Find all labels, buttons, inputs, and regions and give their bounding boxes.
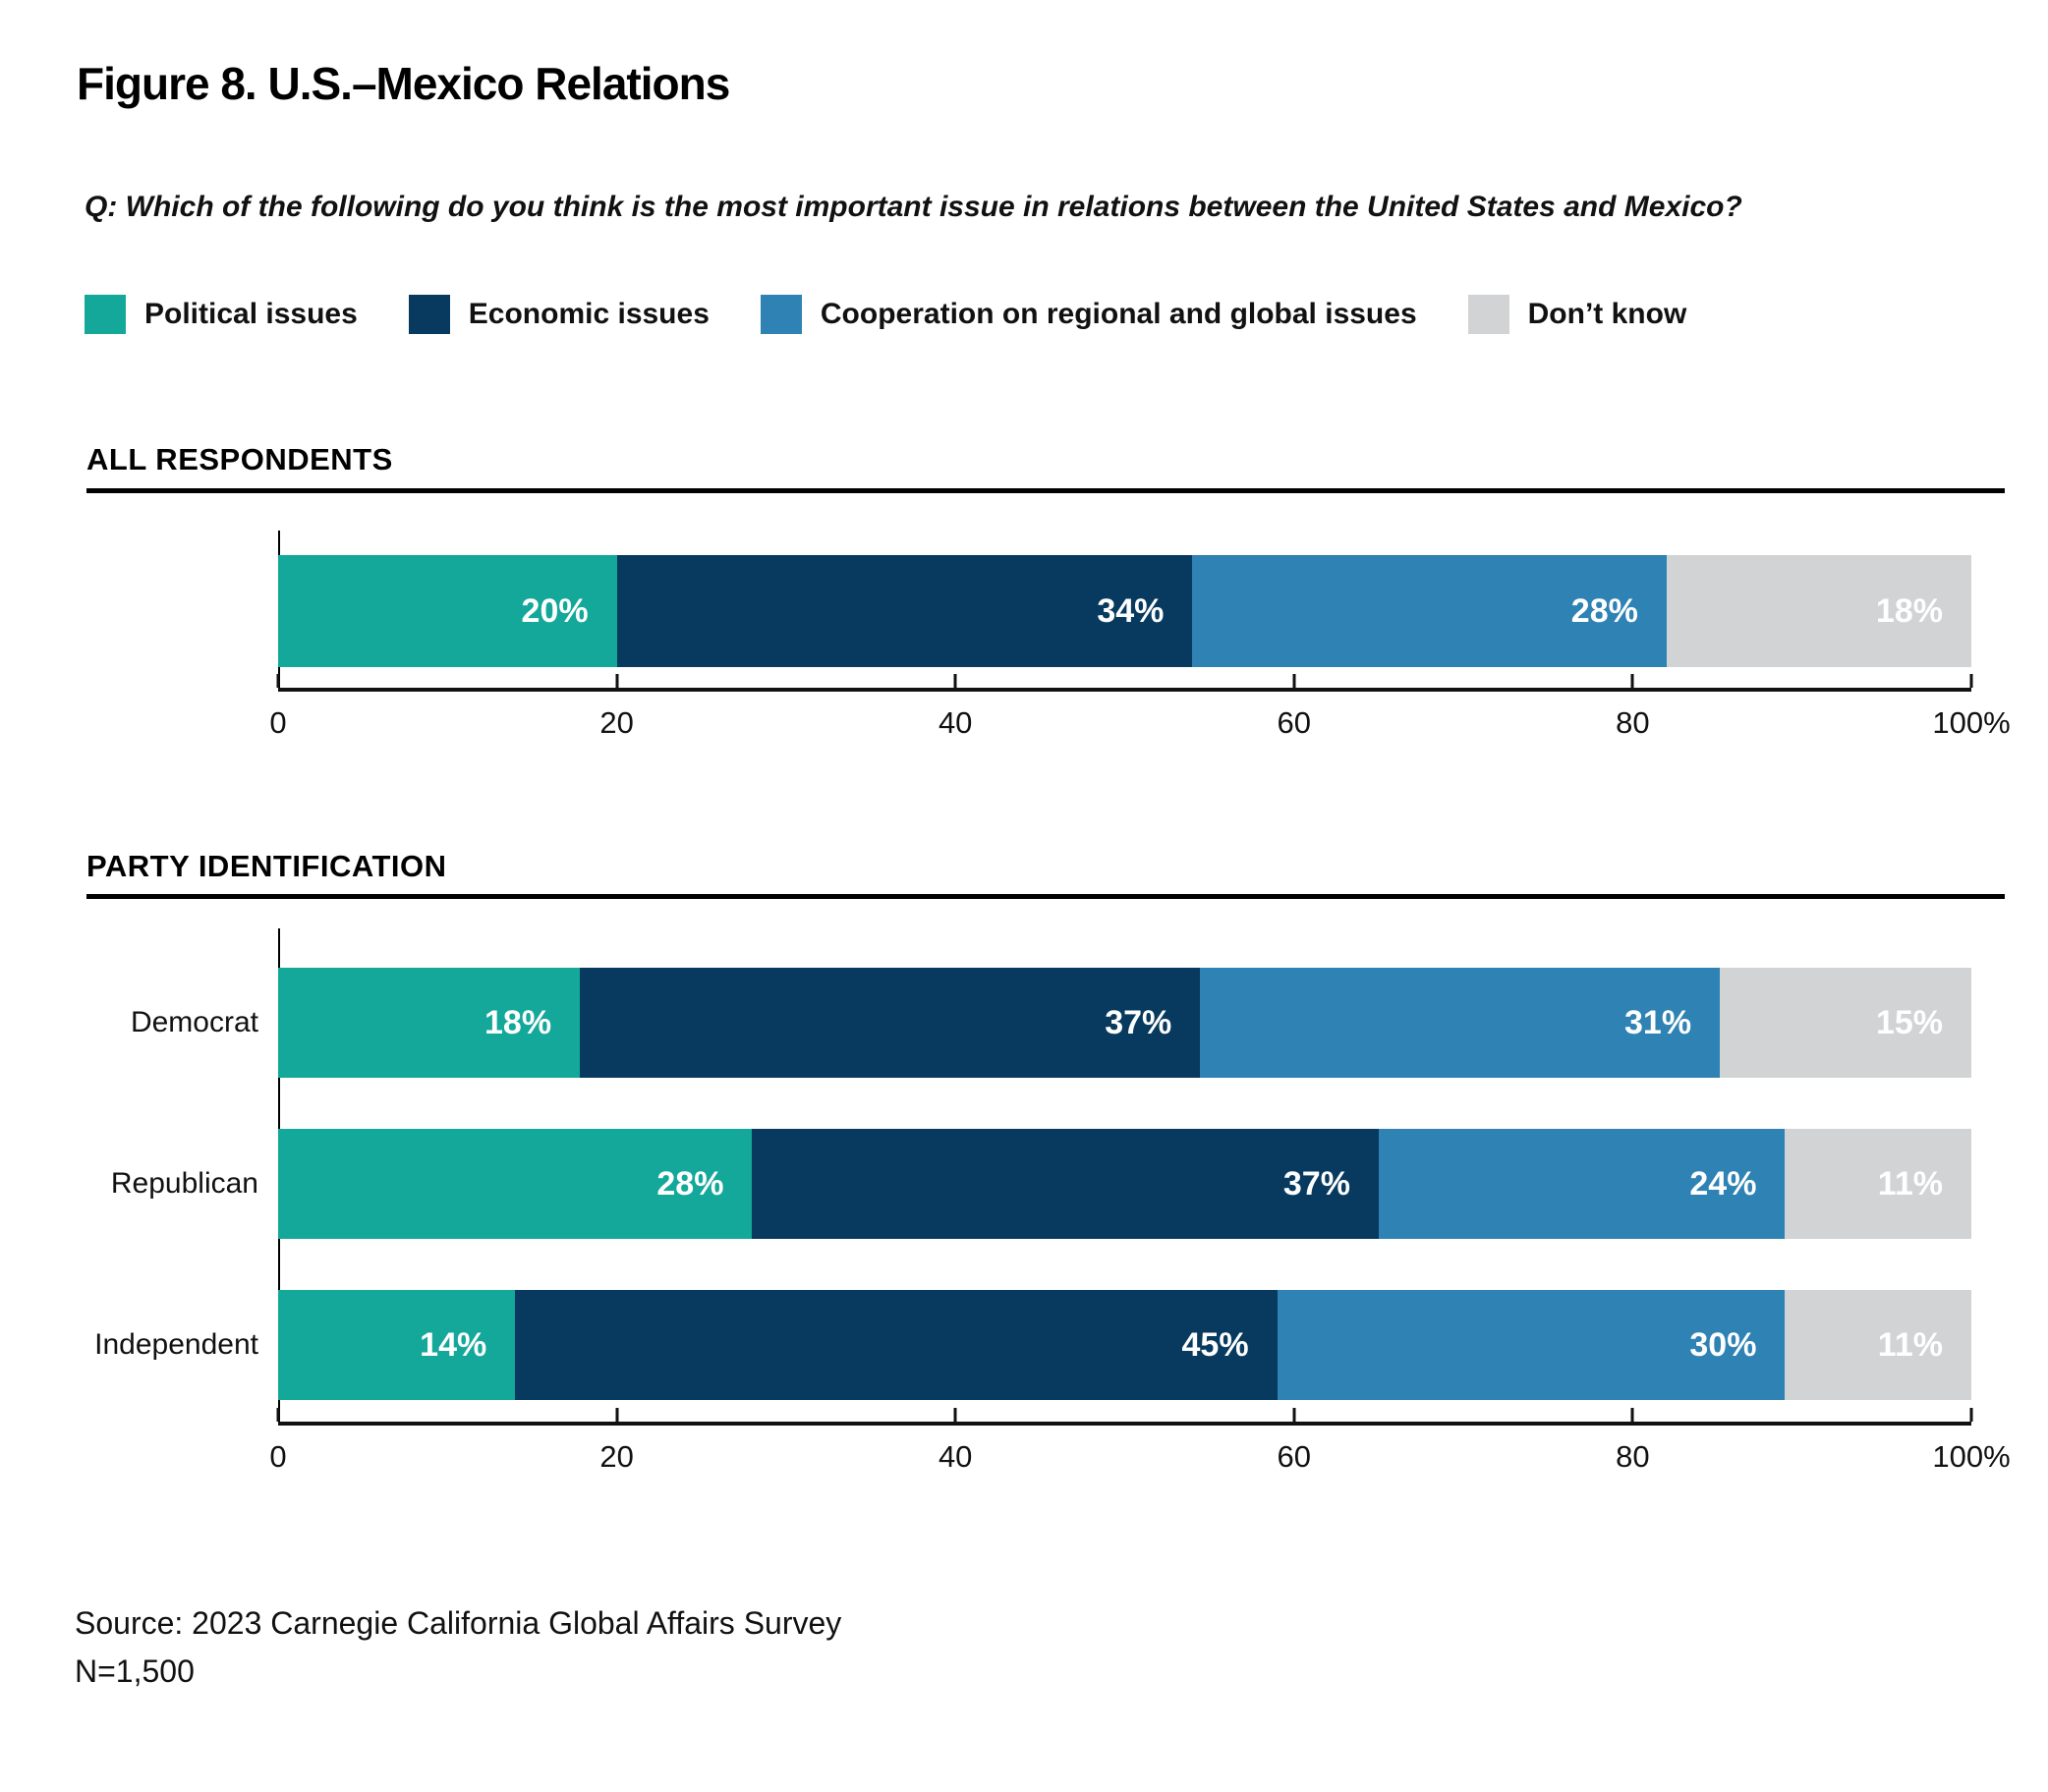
axis-tick-label: 40 (938, 1439, 973, 1474)
plot-area: 20% 34% 28% 18% 0 20 40 60 80 100% (269, 511, 2011, 766)
bar-value-label: 24% (1689, 1164, 1757, 1203)
bar-row: Democrat 18% 37% 31% 15% (131, 968, 1971, 1078)
legend-item: Political issues (85, 295, 358, 334)
axis-tick-label: 80 (1616, 705, 1650, 740)
bar-segment: 37% (752, 1129, 1379, 1239)
legend-swatch-icon (1467, 295, 1509, 334)
axis-tick-label: 100% (1932, 1439, 2011, 1474)
bar-value-label: 18% (1875, 591, 1943, 630)
axis-tick-mark (1630, 1408, 1634, 1422)
bar-value-label: 28% (1570, 591, 1638, 630)
plot-area: Democrat 18% 37% 31% 15% Republican 28% 37% 24% 1… (94, 914, 2011, 1513)
bar-segment: 37% (580, 968, 1201, 1078)
bar-segment: 11% (1785, 1290, 1971, 1400)
bar-value-label: 11% (1877, 1325, 1943, 1364)
sample-size-text: N=1,500 (75, 1653, 195, 1689)
axis-tick-label: 20 (599, 1439, 634, 1474)
bar-segment: 34% (616, 555, 1193, 667)
axis-tick-mark (953, 674, 957, 688)
bar-value-label: 45% (1181, 1325, 1249, 1364)
section-header: PARTY IDENTIFICATION (86, 849, 447, 883)
bar-value-label: 15% (1875, 1003, 1943, 1041)
bar-row: 20% 34% 28% 18% (278, 555, 1971, 667)
legend-item: Economic issues (408, 295, 710, 334)
axis-tick-mark (953, 1408, 957, 1422)
bar-value-label: 11% (1877, 1164, 1943, 1203)
bar-segment: 14% (278, 1290, 516, 1400)
axis-tick-label: 0 (269, 705, 287, 740)
legend-item: Don’t know (1467, 295, 1687, 334)
axis-tick-mark (1969, 1408, 1973, 1422)
axis-tick-mark (615, 674, 619, 688)
category-label: Independent (94, 1328, 258, 1361)
bar-segment: 18% (1666, 555, 1971, 667)
category-label: Democrat (130, 1006, 258, 1038)
survey-question: Q: Which of the following do you think i… (85, 191, 1742, 223)
axis-tick-mark (1969, 674, 1973, 688)
axis-tick-label: 80 (1616, 1439, 1650, 1474)
bar-segment: 11% (1785, 1129, 1971, 1239)
section-header: ALL RESPONDENTS (86, 442, 393, 476)
category-label: Republican (110, 1167, 258, 1200)
section-rule (86, 488, 2005, 493)
axis-tick-label: 20 (599, 705, 634, 740)
bar-value-label: 28% (656, 1164, 724, 1203)
bar-segment: 28% (1192, 555, 1667, 667)
bar-value-label: 14% (420, 1325, 487, 1364)
bar-value-label: 34% (1097, 591, 1165, 630)
bar-value-label: 31% (1624, 1003, 1692, 1041)
bar-value-label: 30% (1689, 1325, 1757, 1364)
axis-tick-mark (1292, 1408, 1296, 1422)
legend-label: Political issues (144, 298, 358, 330)
legend-item: Cooperation on regional and global issue… (760, 295, 1417, 334)
bar-segment: 15% (1720, 968, 1971, 1078)
x-axis-line (278, 688, 1971, 692)
axis-tick-label: 60 (1277, 705, 1312, 740)
axis-tick-label: 100% (1932, 705, 2011, 740)
bar-segment: 20% (278, 555, 617, 667)
section-rule (86, 894, 2005, 899)
axis-tick-label: 40 (938, 705, 973, 740)
axis-tick-mark (1292, 674, 1296, 688)
bar-segment: 18% (278, 968, 581, 1078)
axis-tick-mark (276, 1408, 280, 1422)
legend-label: Don’t know (1527, 298, 1687, 330)
bar-value-label: 37% (1282, 1164, 1350, 1203)
bar-segment: 31% (1200, 968, 1721, 1078)
legend-swatch-icon (85, 295, 126, 334)
source-block: Source: 2023 Carnegie California Global … (75, 1599, 841, 1696)
axis-tick-mark (276, 674, 280, 688)
axis-tick-label: 60 (1277, 1439, 1312, 1474)
x-axis-line (278, 1422, 1971, 1426)
bar-row: Independent 14% 45% 30% 11% (94, 1290, 1971, 1400)
figure-title: Figure 8. U.S.–Mexico Relations (77, 58, 730, 109)
bar-segment: 24% (1378, 1129, 1786, 1239)
bar-segment: 28% (278, 1129, 753, 1239)
legend-label: Economic issues (468, 298, 710, 330)
bar-row: Republican 28% 37% 24% 11% (111, 1129, 1971, 1239)
bar-value-label: 18% (484, 1003, 552, 1041)
legend-swatch-icon (408, 295, 450, 334)
axis-tick-mark (1630, 674, 1634, 688)
bar-segment: 30% (1277, 1290, 1786, 1400)
axis-tick-mark (615, 1408, 619, 1422)
legend: Political issues Economic issues Cooperati… (85, 295, 1686, 334)
axis-tick-label: 0 (269, 1439, 287, 1474)
bar-value-label: 20% (521, 591, 589, 630)
legend-swatch-icon (760, 295, 802, 334)
bar-value-label: 37% (1105, 1003, 1172, 1041)
bar-segment: 45% (515, 1290, 1278, 1400)
source-text: Source: 2023 Carnegie California Global … (75, 1605, 842, 1641)
legend-label: Cooperation on regional and global issue… (820, 298, 1417, 330)
